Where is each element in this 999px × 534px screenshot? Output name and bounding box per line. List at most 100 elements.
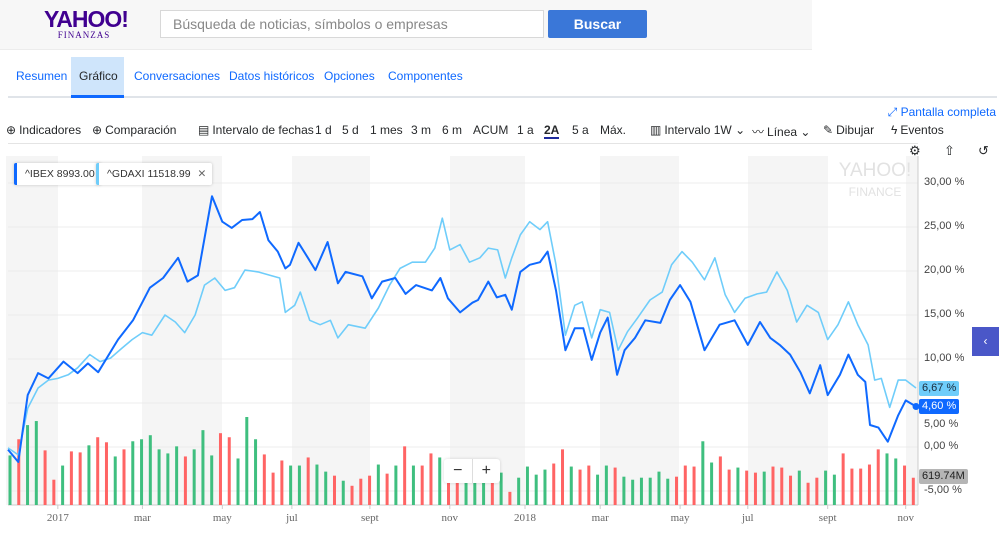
range-1d[interactable]: 1 d: [315, 123, 332, 137]
chart-type-dropdown[interactable]: 〰 Línea ⌄: [752, 125, 811, 139]
interval-dropdown[interactable]: ▥ Intervalo 1W ⌄: [650, 123, 746, 137]
volume-bar: [429, 453, 433, 505]
month-band: [906, 156, 918, 505]
plus-circle-icon: ⊕: [92, 123, 103, 137]
month-band: [292, 156, 370, 505]
x-tick-label: nov: [441, 512, 459, 524]
volume-bar: [245, 417, 249, 505]
volume-bar: [587, 465, 591, 505]
range-2a[interactable]: 2A: [544, 123, 560, 139]
legend-gdaxi[interactable]: ^GDAXI 11518.99 ✕: [96, 163, 213, 185]
ibex-last-point: [912, 403, 920, 411]
volume-bar: [648, 477, 652, 505]
volume-bar: [675, 476, 679, 505]
volume-bar: [447, 474, 450, 505]
volume-bar: [771, 466, 775, 505]
volume-bar: [254, 439, 258, 505]
tab-datos-historicos[interactable]: Datos históricos: [229, 69, 315, 83]
y-tick-label: -5,00 %: [924, 484, 962, 496]
indicators-button[interactable]: ⊕ Indicadores: [6, 123, 82, 137]
volume-bar: [841, 453, 845, 505]
volume-bar: [96, 437, 100, 505]
volume-bar: [218, 433, 222, 505]
volume-bar: [376, 464, 380, 505]
volume-bar: [52, 479, 56, 505]
events-button[interactable]: ϟ Eventos: [891, 123, 944, 137]
range-3m[interactable]: 3 m: [411, 123, 432, 137]
volume-bar: [368, 475, 372, 505]
fullscreen-button[interactable]: ⤢ Pantalla completa: [887, 105, 996, 119]
comparison-button[interactable]: ⊕ Comparación: [92, 123, 177, 137]
volume-bar: [420, 465, 424, 505]
x-tick-label: jul: [741, 512, 754, 524]
range-6m[interactable]: 6 m: [442, 123, 463, 137]
settings-icon[interactable]: ⚙: [909, 143, 921, 158]
volume-bar: [69, 451, 73, 505]
x-tick-label: nov: [897, 512, 914, 524]
zoom-out-button[interactable]: −: [444, 459, 473, 483]
volume-bar: [657, 471, 661, 505]
header: YAHOO! FINANZAS Búsqueda de noticias, sí…: [0, 0, 812, 50]
range-1mes[interactable]: 1 mes: [370, 123, 403, 137]
close-icon[interactable]: ✕: [197, 168, 207, 180]
watermark-finance: FINANCE: [849, 185, 902, 199]
x-tick-label: 2017: [46, 512, 69, 524]
line-chart-icon: 〰: [752, 125, 765, 139]
zoom-in-button[interactable]: +: [481, 462, 491, 479]
volume-bar: [297, 465, 301, 505]
volume-last-value: 619.74M: [919, 469, 968, 484]
volume-bar: [631, 479, 635, 505]
x-tick-label: sept: [361, 512, 379, 524]
range-acum[interactable]: ACUM: [473, 123, 509, 137]
volume-bar: [131, 441, 135, 505]
volume-bar: [315, 464, 319, 505]
volume-bar: [183, 456, 187, 505]
tab-opciones[interactable]: Opciones: [324, 69, 375, 83]
watermark-logo: YAHOO!: [839, 160, 912, 181]
volume-bar: [885, 453, 889, 505]
search-button[interactable]: Buscar: [548, 10, 647, 38]
share-icon[interactable]: ⇧: [944, 143, 955, 158]
volume-bar: [710, 462, 714, 505]
yahoo-finanzas-logo[interactable]: YAHOO! FINANZAS: [44, 6, 129, 41]
tab-conversaciones[interactable]: Conversaciones: [134, 69, 221, 83]
range-5d[interactable]: 5 d: [342, 123, 359, 137]
date-range-button[interactable]: ▤ Intervalo de fechas: [198, 123, 314, 137]
volume-bar: [122, 449, 126, 505]
volume-bar: [876, 449, 880, 505]
volume-bar: [639, 477, 643, 505]
tab-componentes[interactable]: Componentes: [388, 69, 463, 83]
x-tick-label: may: [670, 512, 690, 524]
x-tick-label: mar: [133, 512, 151, 524]
draw-button[interactable]: ✎ Dibujar: [823, 123, 875, 137]
search-input[interactable]: Búsqueda de noticias, símbolos o empresa…: [160, 10, 544, 38]
reset-icon[interactable]: ↺: [978, 143, 989, 158]
tab-grafico[interactable]: Gráfico: [71, 57, 124, 98]
ruler-icon: ▥: [650, 123, 662, 137]
volume-bar: [903, 465, 907, 505]
volume-bar: [701, 441, 705, 505]
y-tick-label: 20,00 %: [924, 264, 965, 276]
volume-bar: [762, 471, 766, 505]
range-1a[interactable]: 1 a: [517, 123, 534, 137]
range-5a[interactable]: 5 a: [572, 123, 589, 137]
volume-bar: [455, 474, 459, 505]
x-tick-label: mar: [591, 512, 609, 524]
volume-bar: [718, 456, 722, 505]
legend-ibex[interactable]: ^IBEX 8993.00: [14, 163, 101, 185]
volume-bar: [43, 450, 47, 505]
volume-bar: [26, 425, 30, 505]
volume-bar: [411, 465, 415, 505]
volume-bar: [859, 468, 863, 505]
side-panel-toggle[interactable]: ‹: [972, 327, 999, 356]
volume-bar: [490, 474, 494, 505]
y-tick-label: 0,00 %: [924, 440, 959, 452]
volume-bar: [271, 472, 275, 505]
series-line-ibex: [7, 195, 917, 463]
volume-bar: [201, 430, 205, 505]
volume-bar: [666, 478, 670, 505]
volume-bar: [683, 465, 687, 505]
tab-resumen[interactable]: Resumen: [16, 69, 68, 83]
range-max[interactable]: Máx.: [600, 123, 627, 137]
